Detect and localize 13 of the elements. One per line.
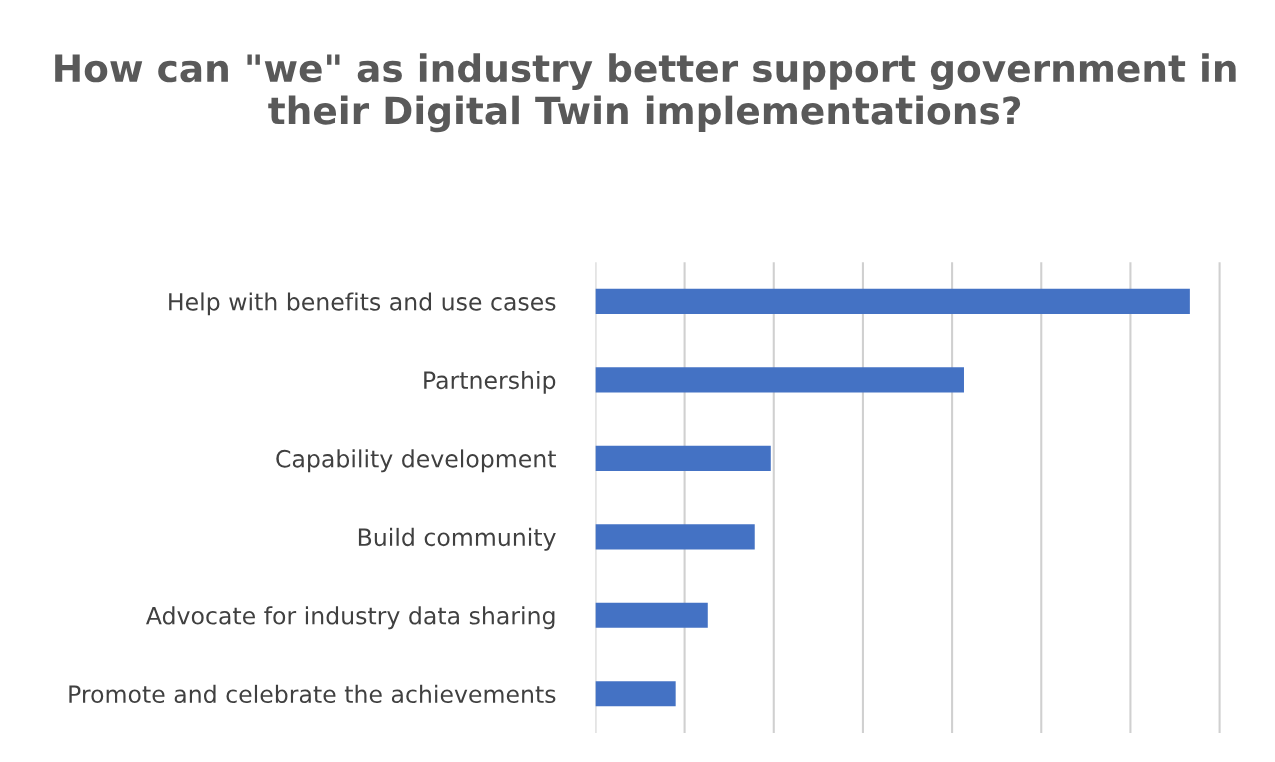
- y-tick-label: Promote and celebrate the achievements: [69, 684, 556, 704]
- bar: [595, 288, 1190, 314]
- bar: [595, 524, 755, 550]
- bar: [595, 681, 676, 707]
- y-tick-label: Partnership: [424, 370, 556, 394]
- chart-title: How can "we" as industry better support government in their Digital Twin implementations?: [55, 53, 1236, 133]
- bar: [595, 445, 771, 471]
- y-tick-label: Help with benefits and use cases: [169, 292, 556, 316]
- bar: [595, 367, 964, 393]
- bar: [595, 602, 708, 628]
- y-tick-label: Advocate for industry data sharing: [146, 606, 555, 630]
- y-tick-label: Build community: [358, 527, 556, 551]
- y-tick-label: Capability development: [276, 449, 556, 473]
